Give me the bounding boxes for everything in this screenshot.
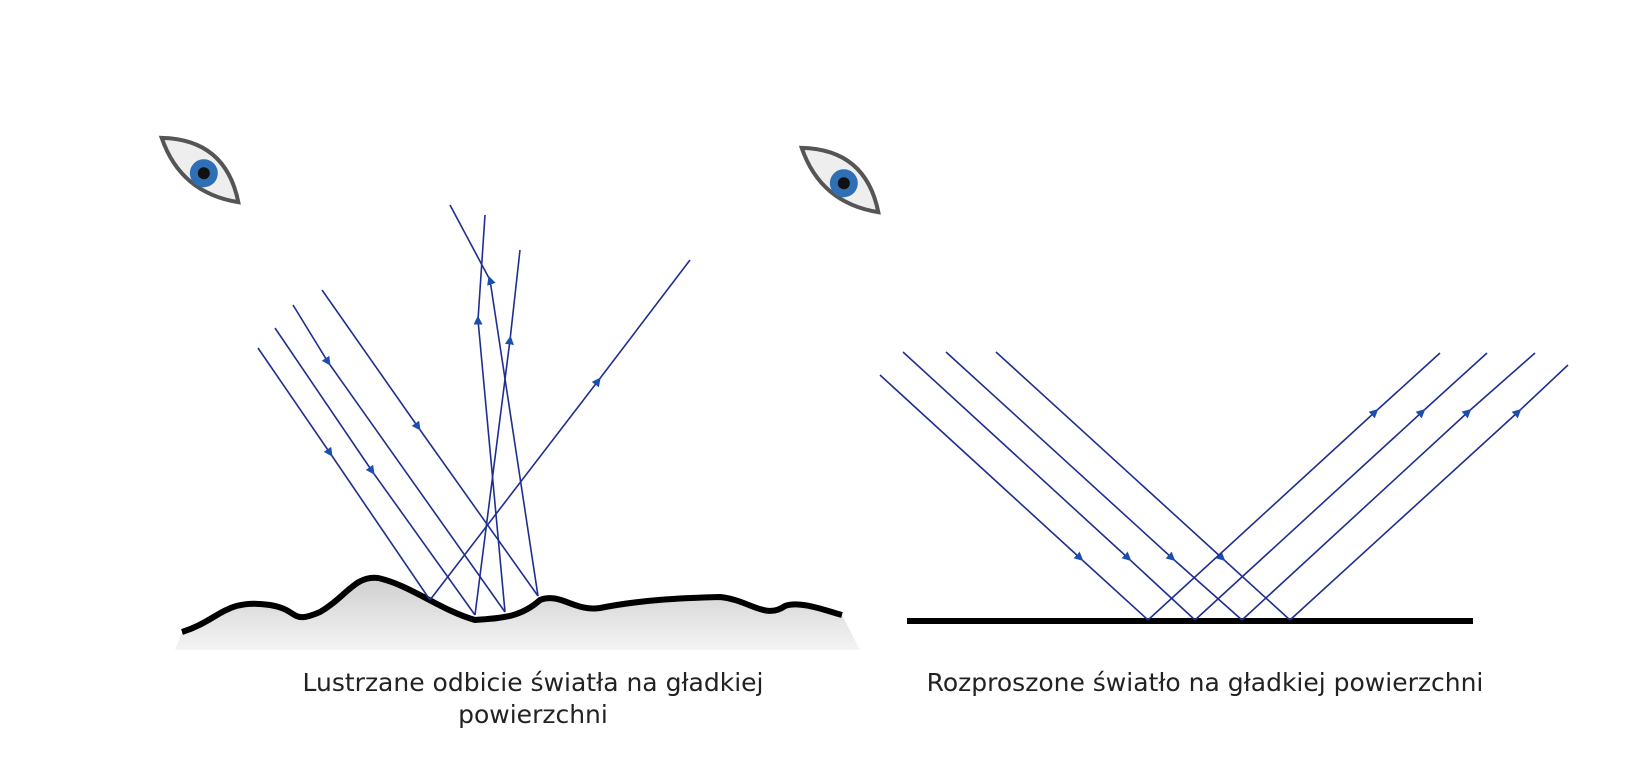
- caption-left: Lustrzane odbicie światła na gładkiej po…: [268, 667, 798, 731]
- rays-right: [880, 352, 1568, 620]
- page: Lustrzane odbicie światła na gładkiej po…: [0, 0, 1641, 764]
- caption-right: Rozproszone światło na gładkiej powierzc…: [880, 667, 1530, 699]
- eye-left: [152, 123, 251, 214]
- rays-left: [258, 205, 690, 615]
- illustration: [0, 0, 1641, 764]
- eye-right: [792, 133, 891, 224]
